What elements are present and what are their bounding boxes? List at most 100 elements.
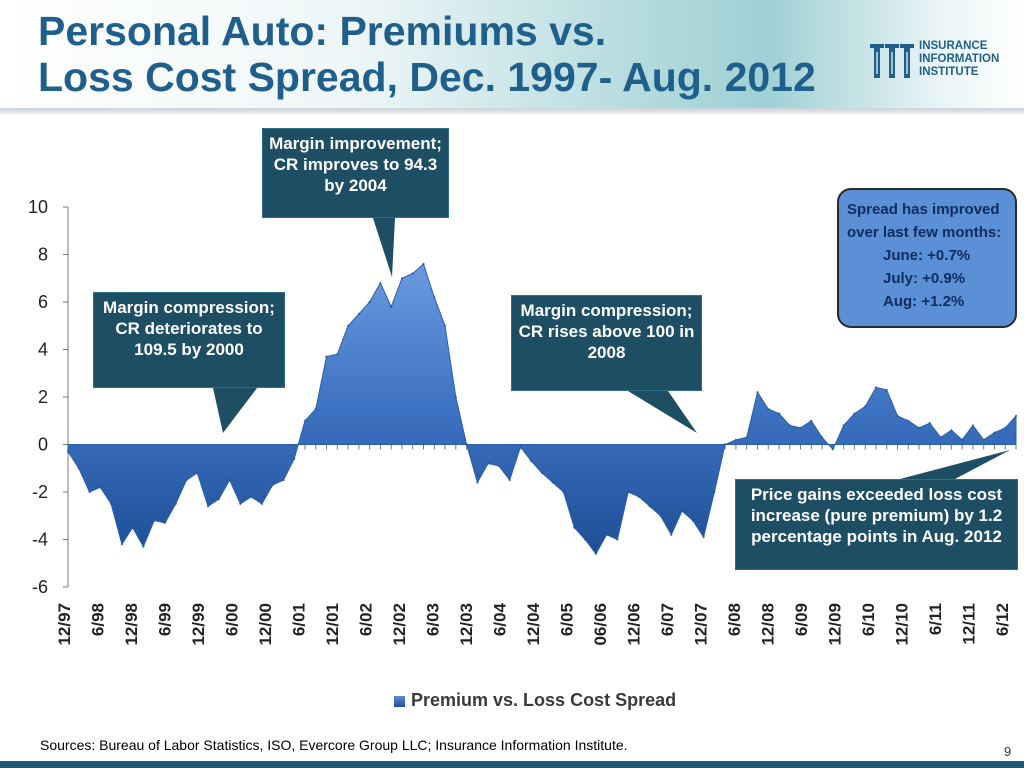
data-point: [659, 514, 662, 517]
data-point: [88, 490, 91, 494]
x-tick-label: 6/04: [491, 602, 510, 636]
data-point: [616, 538, 619, 541]
data-point: [734, 438, 738, 441]
data-point: [864, 405, 867, 408]
x-tick-label: 6/10: [859, 603, 878, 636]
data-point: [874, 386, 878, 389]
data-point: [217, 497, 220, 501]
data-point: [282, 478, 285, 482]
x-tick-label: 6/12: [993, 603, 1012, 636]
data-point: [77, 467, 81, 470]
data-point: [163, 521, 167, 525]
chart-axes: 10 8 6 4 2 0 -2 -4 -6 12/97 6/98 12/98 6/99 12/99 6/00…: [28, 197, 1017, 646]
x-tick-label: 12/10: [893, 603, 912, 646]
data-point: [691, 519, 694, 522]
data-point: [476, 481, 479, 484]
x-tick-label: 6/02: [357, 603, 376, 636]
logo-wordmark: INSURANCE INFORMATION INSTITUTE: [919, 40, 999, 79]
data-point: [627, 490, 630, 494]
callout-tail-improvement: [373, 218, 395, 277]
series-area-premium-vs-loss-cost: [67, 263, 1017, 555]
page-number: 9: [1004, 744, 1012, 759]
callout-price-gains: Price gains exceeded loss cost increase …: [735, 479, 1018, 570]
y-tick-label: -4: [32, 530, 48, 550]
data-point: [713, 490, 716, 494]
data-point: [228, 478, 231, 482]
data-point: [379, 281, 382, 285]
data-point: [66, 450, 70, 453]
spread-june: June: +0.7%: [883, 247, 971, 264]
callout-margin-compression-2008: Margin compression; CR rises above 100 i…: [511, 295, 702, 391]
x-tick-label: 12/06: [625, 603, 644, 646]
footer-bar: [0, 761, 1024, 768]
title-line-2: Loss Cost Spread, Dec. 1997- Aug. 2012: [38, 54, 816, 100]
data-point: [422, 262, 425, 266]
data-point: [950, 429, 953, 432]
data-point: [583, 538, 587, 541]
data-point: [594, 552, 598, 555]
data-point: [767, 407, 770, 411]
chart-area-layer: [66, 262, 1018, 555]
x-tick-label: 12/04: [524, 602, 543, 645]
spread-july: July: +0.9%: [883, 270, 966, 287]
x-tick-label: 6/00: [223, 603, 242, 636]
data-point: [465, 443, 468, 446]
data-point: [142, 545, 145, 548]
sources-note: Sources: Bureau of Labor Statistics, ISO…: [40, 737, 628, 753]
y-tick-label: 4: [38, 340, 48, 360]
data-point: [810, 419, 813, 422]
data-point: [853, 412, 856, 415]
x-tick-label: 6/98: [89, 603, 108, 636]
spread-improvement-box: Spread has improved over last few months…: [837, 188, 1017, 328]
page-title: Personal Auto: Premiums vs. Loss Cost Sp…: [38, 8, 816, 100]
data-point: [174, 502, 177, 506]
data-point: [239, 502, 242, 506]
data-point: [1014, 414, 1018, 418]
data-point: [109, 502, 113, 506]
x-tick-label: 6/07: [658, 603, 677, 636]
spread-heading-2: over last few months:: [847, 224, 1002, 241]
data-point: [637, 495, 641, 498]
x-tick-label: 12/99: [189, 603, 208, 646]
logo-line-3: INSTITUTE: [919, 66, 979, 78]
data-point: [885, 388, 888, 392]
y-tick-label: -2: [32, 482, 48, 502]
data-point: [960, 438, 964, 441]
data-point: [993, 431, 996, 434]
data-point: [562, 490, 565, 494]
data-point: [540, 471, 544, 475]
callout-margin-compression-2000: Margin compression; CR deteriorates to 1…: [93, 292, 285, 388]
legend-label: Premium vs. Loss Cost Spread: [411, 690, 677, 710]
data-point: [907, 419, 910, 422]
x-tick-label: 12/11: [960, 603, 979, 645]
data-point: [723, 443, 727, 446]
x-tick-label: 12/00: [256, 603, 275, 646]
data-point: [249, 495, 253, 498]
data-point: [1004, 426, 1007, 430]
data-point: [519, 445, 522, 449]
logo-line-2: INFORMATION: [919, 53, 1000, 65]
data-point: [185, 478, 188, 482]
data-point: [788, 424, 791, 427]
x-tick-label: 6/11: [926, 603, 945, 635]
callout-margin-improvement: Margin improvement; CR improves to 94.3 …: [262, 128, 449, 218]
header-divider: [0, 108, 1024, 114]
x-tick-label: 12/07: [692, 603, 711, 646]
header-banner: [0, 0, 1024, 108]
y-tick-label: -6: [32, 577, 48, 597]
x-tick-label: 12/02: [390, 603, 409, 646]
data-point: [670, 533, 673, 536]
data-point: [411, 272, 414, 275]
data-point: [454, 395, 457, 399]
data-point: [325, 355, 328, 358]
logo-line-1: INSURANCE: [919, 40, 988, 52]
data-point: [799, 426, 802, 430]
data-point: [293, 457, 296, 460]
callout-tails: [213, 218, 1010, 479]
data-point: [745, 436, 748, 439]
data-point: [486, 462, 490, 465]
data-point: [303, 419, 307, 422]
iii-logo-icon: [870, 44, 914, 78]
data-point: [99, 486, 102, 489]
